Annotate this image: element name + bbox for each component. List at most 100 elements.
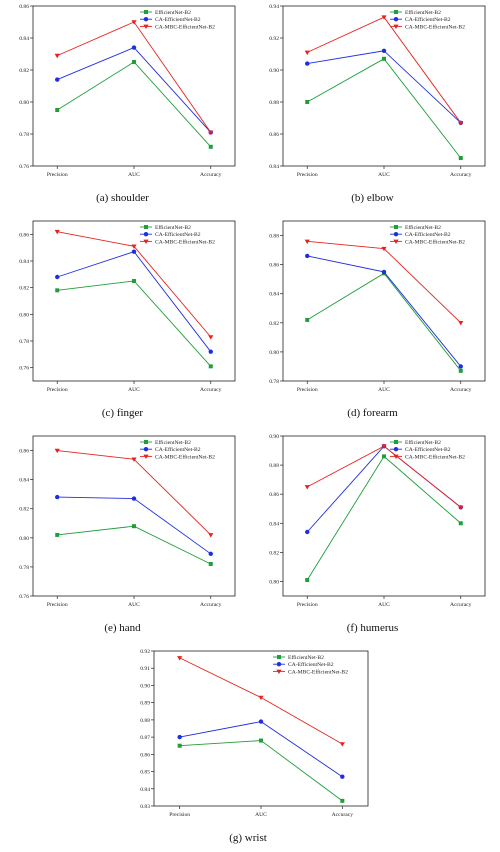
data-point-triangle: [304, 239, 310, 244]
chart-panel-humerus: 0.80 0.82 0.84 0.86 0.88 0.90 Precision AUC Accu…: [250, 430, 495, 642]
legend-label: CA-EfficientNet-B2: [155, 446, 201, 453]
legend-label: CA-EfficientNet-B2: [155, 16, 201, 23]
series-line: [307, 272, 462, 372]
legend-label: EfficientNet-B2: [155, 224, 191, 231]
legend-label: CA-MBC-EfficientNet-B2: [405, 23, 465, 30]
x-tick-label: Accuracy: [200, 602, 222, 608]
data-point-circle: [131, 496, 137, 501]
data-point-circle: [143, 17, 149, 22]
y-tick-label: 0.84: [269, 164, 279, 170]
y-tick-label: 0.86: [19, 232, 29, 238]
data-point-triangle: [304, 485, 310, 490]
x-tick-label: Accuracy: [450, 602, 472, 608]
chart-caption: (a) shoulder: [96, 192, 149, 204]
y-tick-label: 0.84: [19, 36, 29, 42]
data-point-square: [132, 60, 136, 64]
legend-label: EfficientNet-B2: [405, 9, 441, 16]
y-tick-label: 0.80: [269, 579, 279, 585]
data-point-triangle: [458, 505, 464, 510]
y-tick-label: 0.92: [269, 36, 279, 42]
legend-label: CA-EfficientNet-B2: [405, 16, 451, 23]
chart-panel-elbow: 0.84 0.86 0.88 0.90 0.92 0.94 Precision AUC Accu…: [250, 0, 495, 212]
data-point-triangle: [458, 121, 464, 126]
legend-label: CA-MBC-EfficientNet-B2: [155, 453, 215, 460]
data-point-square: [382, 454, 386, 459]
chart-wrist: 0.83 0.84 0.85 0.86 0.87 0.88 0.89 0.90 0.91 0.92…: [140, 649, 369, 818]
data-point-triangle: [208, 335, 214, 340]
data-point-triangle: [339, 742, 345, 747]
y-tick-label: 0.76: [19, 366, 29, 372]
data-point-triangle: [381, 15, 387, 20]
data-point-circle: [381, 269, 387, 275]
data-point-square: [394, 10, 398, 14]
y-tick-label: 0.88: [140, 718, 150, 724]
series-line: [57, 251, 212, 352]
data-point-triangle: [177, 656, 183, 661]
data-point-square: [144, 440, 148, 444]
data-point-triangle: [393, 24, 399, 29]
data-point-square: [277, 655, 281, 659]
data-point-circle: [208, 349, 213, 354]
y-tick-label: 0.90: [140, 683, 150, 689]
x-tick-label: AUC: [378, 172, 390, 178]
series-line: [57, 61, 212, 148]
data-point-triangle: [54, 448, 60, 454]
data-point-square: [208, 144, 213, 149]
data-point-square: [394, 440, 398, 444]
y-tick-label: 0.87: [140, 735, 150, 741]
legend-label: CA-EfficientNet-B2: [288, 661, 334, 668]
x-tick-label: Accuracy: [200, 172, 222, 178]
y-tick-label: 0.86: [269, 132, 279, 138]
chart-caption: (e) hand: [104, 622, 141, 634]
data-point-triangle: [258, 695, 264, 701]
y-tick-label: 0.80: [19, 100, 29, 106]
x-tick-label: AUC: [128, 387, 140, 393]
data-point-triangle: [458, 321, 464, 326]
y-tick-label: 0.84: [269, 292, 279, 298]
series-line: [57, 525, 211, 565]
data-point-circle: [143, 447, 149, 452]
data-point-square: [132, 524, 136, 529]
x-tick-label: Precision: [169, 812, 190, 818]
series-line: [307, 16, 462, 124]
y-tick-label: 0.86: [269, 492, 279, 498]
data-point-circle: [131, 249, 137, 254]
data-point-triangle: [131, 20, 137, 25]
data-point-square: [458, 521, 463, 526]
data-point-circle: [393, 447, 399, 452]
data-point-circle: [55, 77, 60, 82]
data-point-circle: [131, 45, 137, 50]
data-point-circle: [258, 719, 264, 724]
data-point-square: [144, 225, 148, 229]
y-tick-label: 0.76: [19, 594, 29, 600]
chart-caption: (d) forearm: [347, 407, 398, 419]
y-tick-label: 0.78: [269, 379, 279, 385]
y-tick-label: 0.86: [19, 449, 29, 455]
x-tick-label: Precision: [47, 602, 68, 608]
x-tick-label: Precision: [47, 172, 68, 178]
data-point-triangle: [276, 669, 282, 674]
x-tick-label: AUC: [378, 602, 390, 608]
data-point-circle: [305, 253, 310, 259]
y-tick-label: 0.86: [269, 263, 279, 269]
y-tick-label: 0.82: [19, 286, 29, 292]
y-tick-label: 0.83: [140, 804, 150, 810]
y-tick-label: 0.86: [140, 752, 150, 758]
chart-panel-hand: 0.76 0.78 0.80 0.82 0.84 0.86 Precision AUC Accu…: [0, 430, 245, 642]
y-tick-label: 0.80: [269, 350, 279, 356]
chart-caption: (c) finger: [101, 407, 144, 419]
data-point-circle: [55, 494, 60, 500]
legend-label: EfficientNet-B2: [405, 439, 441, 446]
y-tick-label: 0.85: [140, 770, 150, 776]
y-tick-label: 0.94: [269, 4, 279, 10]
x-tick-label: Precision: [297, 172, 318, 178]
data-point-square: [177, 743, 182, 748]
data-point-triangle: [393, 239, 399, 244]
data-point-triangle: [143, 24, 149, 29]
data-point-square: [55, 532, 60, 537]
y-tick-label: 0.92: [140, 649, 150, 655]
series-line: [307, 50, 462, 124]
data-point-triangle: [131, 244, 137, 249]
x-tick-label: Accuracy: [450, 172, 472, 178]
data-point-triangle: [131, 457, 137, 462]
